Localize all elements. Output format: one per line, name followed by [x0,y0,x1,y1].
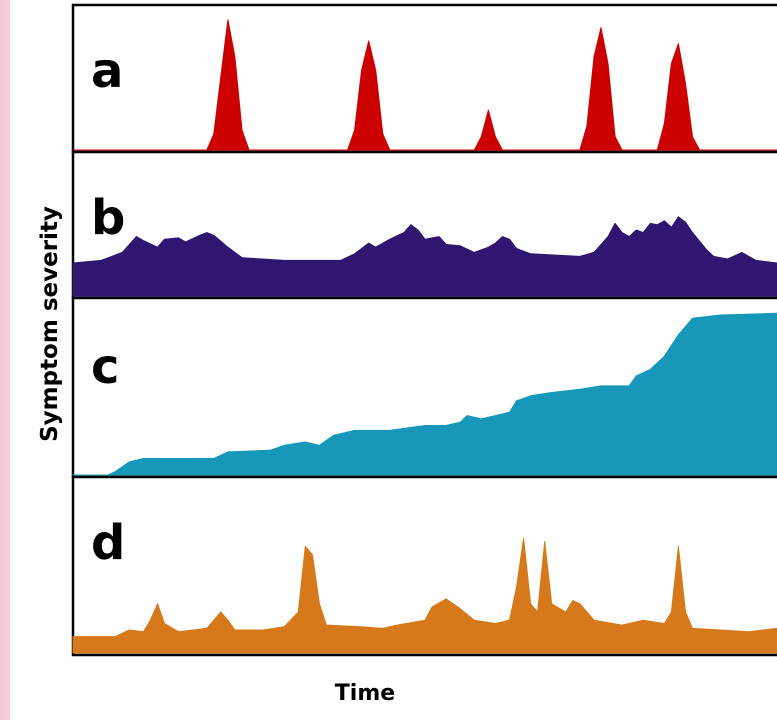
panel-frame-a [71,3,777,154]
series-area-d [72,537,777,654]
x-axis-label: Time [335,681,395,706]
stacked-area-chart: a b c d Time Symptom severity [37,3,777,706]
series-area-c [72,312,777,476]
figure: a b c d Time Symptom severity [10,0,777,720]
panel-label-a: a [91,43,123,99]
y-axis-label: Symptom severity [37,206,63,442]
chart-panels: a b c d [71,3,777,657]
panel-label-c: c [91,339,119,395]
panel-label-b: b [91,190,125,246]
series-area-a [72,19,777,151]
series-area-b [72,216,777,297]
panel-label-d: d [91,515,125,571]
